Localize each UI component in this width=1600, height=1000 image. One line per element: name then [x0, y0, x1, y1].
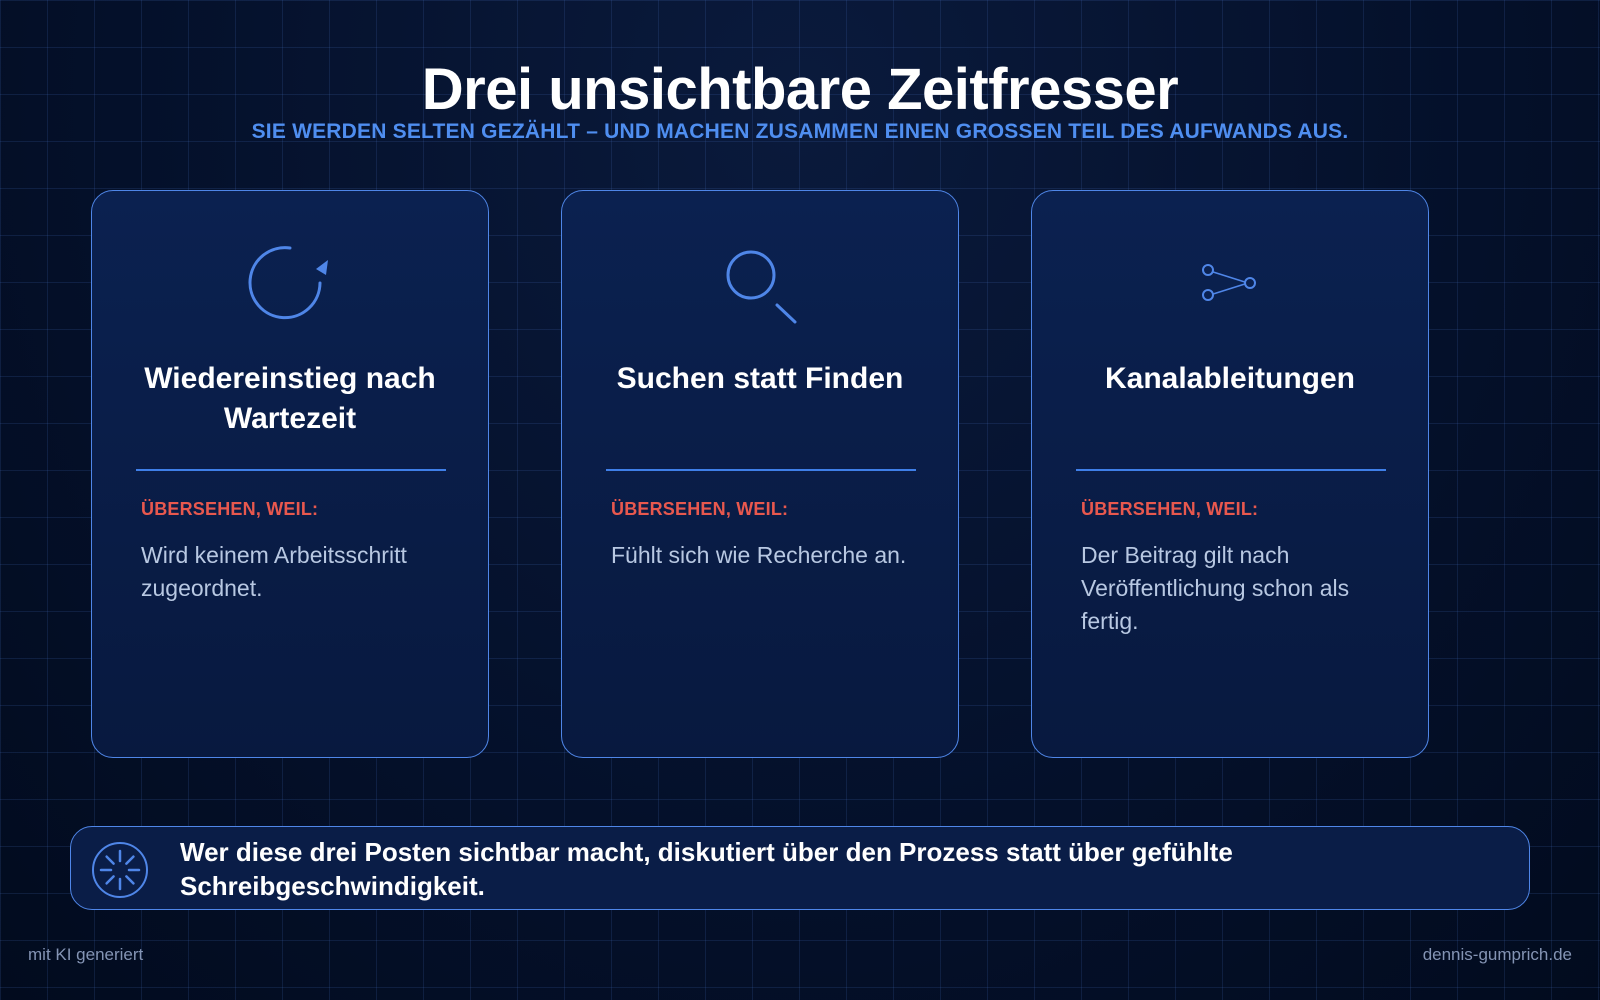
share-icon — [1032, 233, 1428, 333]
callout-box: Wer diese drei Posten sichtbar macht, di… — [70, 826, 1530, 910]
refresh-icon — [92, 233, 488, 333]
card-title: Wiedereinstieg nach Wartezeit — [144, 362, 436, 435]
card-reason-text: Fühlt sich wie Recherche an. — [611, 542, 907, 568]
footer-ai-note: mit KI generiert — [28, 945, 144, 964]
card-kanalableitungen: Kanalableitungen ÜBERSEHEN, WEIL: Der Be… — [1031, 190, 1429, 758]
page-subtitle: SIE WERDEN SELTEN GEZÄHLT – UND MACHEN Z… — [251, 120, 1349, 143]
card-reason-label: ÜBERSEHEN, WEIL: — [611, 499, 789, 519]
card-suchen: Suchen statt Finden ÜBERSEHEN, WEIL: Füh… — [561, 190, 959, 758]
card-wiedereinstieg: Wiedereinstieg nach Wartezeit ÜBERSEHEN,… — [91, 190, 489, 758]
card-reason-text: Der Beitrag gilt nach Veröffentlichung s… — [1081, 542, 1350, 634]
card-divider — [1076, 469, 1386, 471]
loading-spinner-icon — [91, 841, 149, 899]
card-title: Kanalableitungen — [1104, 362, 1356, 395]
footer-website-link[interactable]: dennis-gumprich.de — [1422, 945, 1572, 964]
card-divider — [136, 469, 446, 471]
card-divider — [606, 469, 916, 471]
page-title: Drei unsichtbare Zeitfresser — [421, 57, 1179, 122]
card-title: Suchen statt Finden — [616, 362, 904, 395]
callout-text: Wer diese drei Posten sichtbar macht, di… — [180, 837, 1233, 901]
card-reason-label: ÜBERSEHEN, WEIL: — [141, 499, 319, 519]
card-reason-text: Wird keinem Arbeitsschritt zugeordnet. — [141, 542, 407, 601]
magnifier-icon — [562, 233, 958, 333]
card-reason-label: ÜBERSEHEN, WEIL: — [1081, 499, 1259, 519]
